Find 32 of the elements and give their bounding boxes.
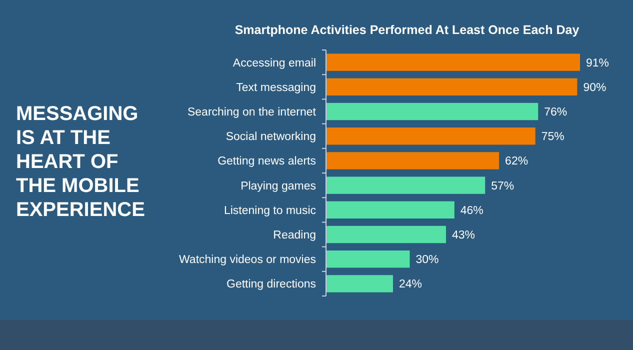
y-tick-label: Listening to music: [224, 204, 316, 217]
bar: [326, 226, 446, 244]
data-label: 75%: [541, 131, 564, 144]
y-tick-label: Getting news alerts: [218, 156, 316, 168]
chart-title: Smartphone Activities Performed At Least Once Each Day: [234, 23, 580, 37]
bar: [326, 275, 393, 292]
data-label: 30%: [416, 254, 439, 266]
bar: [326, 250, 410, 268]
bar: [326, 201, 454, 219]
y-tick-label: Social networking: [226, 131, 316, 144]
bar: [326, 176, 486, 194]
data-label: 62%: [505, 156, 528, 168]
y-tick-label: Reading: [273, 230, 316, 242]
bar: [326, 152, 500, 170]
data-label: 57%: [491, 180, 514, 192]
data-label: 24%: [398, 278, 422, 291]
data-label: 43%: [452, 230, 476, 242]
y-tick-label: Getting directions: [226, 278, 316, 291]
bar: [326, 102, 538, 120]
y-tick-label: Searching on the internet: [187, 106, 317, 119]
data-label: 90%: [583, 82, 606, 94]
data-label: 46%: [460, 204, 484, 217]
data-label: 91%: [586, 57, 610, 70]
bar: [326, 54, 580, 71]
y-tick-label: Accessing email: [232, 57, 316, 70]
text: MESSAGING IS AT THE HEART OF THE MOBILE EXPERIENCE: [16, 103, 145, 221]
bar: [326, 127, 536, 145]
bar: [326, 78, 578, 96]
y-tick-label: Playing games: [240, 180, 316, 192]
y-tick-label: Text messaging: [236, 82, 316, 94]
data-label: 76%: [544, 106, 568, 119]
y-tick-label: Watching videos or movies: [179, 254, 316, 266]
